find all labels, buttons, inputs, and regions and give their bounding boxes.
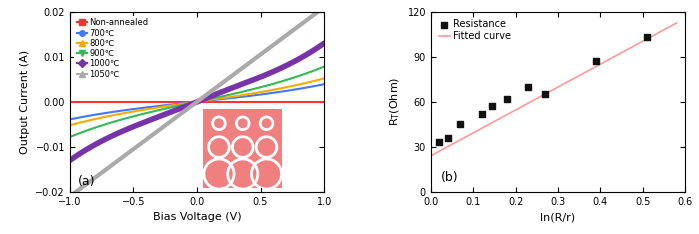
900℃ <box>188 101 196 104</box>
Legend: Resistance, Fitted curve: Resistance, Fitted curve <box>435 17 514 44</box>
Resistance <box>523 85 534 89</box>
Non-annealed <box>203 100 212 103</box>
Resistance <box>501 97 512 101</box>
800℃ <box>314 79 322 81</box>
Line: 900℃: 900℃ <box>70 67 324 137</box>
Non-annealed <box>274 100 282 103</box>
Resistance <box>540 92 551 96</box>
1000℃ <box>188 102 196 105</box>
Text: (b): (b) <box>441 171 459 184</box>
Legend: Non-annealed, 700℃, 800℃, 900℃, 1000℃, 1050℃: Non-annealed, 700℃, 800℃, 900℃, 1000℃, 1… <box>74 16 151 81</box>
900℃ <box>314 68 322 70</box>
1050℃ <box>188 104 196 107</box>
700℃ <box>320 83 329 86</box>
Resistance <box>442 136 454 140</box>
1050℃ <box>320 6 329 9</box>
X-axis label: Bias Voltage (V): Bias Voltage (V) <box>152 212 241 222</box>
1050℃ <box>203 93 212 95</box>
700℃ <box>217 98 225 101</box>
800℃ <box>187 101 195 104</box>
1000℃ <box>187 103 195 106</box>
1000℃ <box>274 68 282 71</box>
Non-annealed <box>320 100 329 103</box>
900℃ <box>203 98 212 101</box>
Y-axis label: R$_\mathrm{T}$(Ohm): R$_\mathrm{T}$(Ohm) <box>389 77 402 126</box>
Resistance <box>455 122 466 126</box>
900℃ <box>66 135 74 138</box>
1000℃ <box>203 96 212 99</box>
700℃ <box>274 91 282 94</box>
1050℃ <box>274 40 282 43</box>
Resistance <box>433 140 445 144</box>
800℃ <box>274 88 282 90</box>
Resistance <box>487 104 498 108</box>
700℃ <box>187 101 195 104</box>
1050℃ <box>66 195 74 198</box>
Line: 1050℃: 1050℃ <box>70 7 324 196</box>
Line: 800℃: 800℃ <box>70 78 324 125</box>
900℃ <box>274 81 282 84</box>
800℃ <box>66 124 74 127</box>
1000℃ <box>66 159 74 162</box>
Non-annealed <box>217 100 225 103</box>
Resistance <box>591 59 602 63</box>
Text: (a): (a) <box>78 175 95 188</box>
Resistance <box>476 112 487 116</box>
1000℃ <box>320 42 329 45</box>
900℃ <box>187 102 195 105</box>
900℃ <box>320 65 329 68</box>
1000℃ <box>217 91 225 94</box>
Non-annealed <box>188 100 196 103</box>
1050℃ <box>314 10 322 13</box>
800℃ <box>203 99 212 102</box>
Non-annealed <box>314 100 322 103</box>
Line: 700℃: 700℃ <box>70 84 324 119</box>
900℃ <box>217 95 225 98</box>
Non-annealed <box>66 100 74 103</box>
X-axis label: ln(R/r): ln(R/r) <box>540 212 575 222</box>
800℃ <box>188 101 196 104</box>
700℃ <box>203 99 212 102</box>
700℃ <box>314 84 322 87</box>
700℃ <box>66 118 74 121</box>
1000℃ <box>314 46 322 49</box>
Line: 1000℃: 1000℃ <box>70 43 324 160</box>
1050℃ <box>217 82 225 85</box>
Non-annealed <box>187 100 195 103</box>
800℃ <box>217 97 225 100</box>
1050℃ <box>187 105 195 108</box>
800℃ <box>320 77 329 80</box>
Resistance <box>641 35 652 39</box>
700℃ <box>188 101 196 104</box>
Y-axis label: Output Current (A): Output Current (A) <box>20 50 30 154</box>
